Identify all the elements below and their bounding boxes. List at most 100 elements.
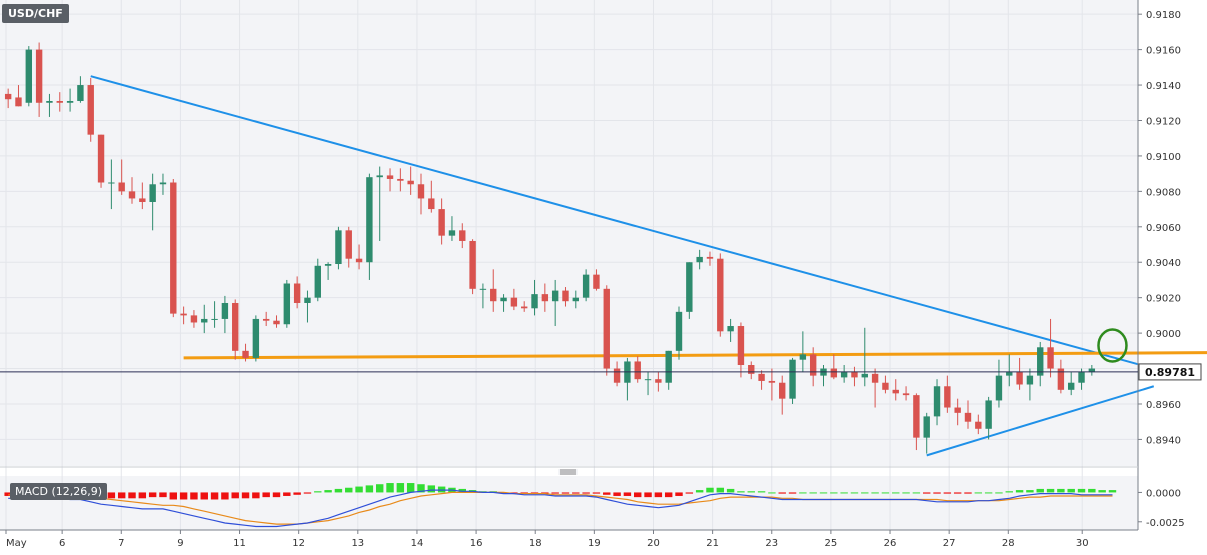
candle-body xyxy=(139,198,146,202)
candle-body xyxy=(562,290,569,302)
macd-histogram-bar xyxy=(252,492,260,499)
price-tick-label: 0.8940 xyxy=(1146,435,1181,446)
time-tick-label: 26 xyxy=(884,538,897,549)
candle-body xyxy=(520,306,528,309)
price-tick-label: 0.9020 xyxy=(1146,294,1181,305)
macd-histogram-bar xyxy=(1067,488,1075,493)
macd-series xyxy=(4,483,1117,528)
macd-histogram-bar xyxy=(1015,490,1024,493)
candle-body xyxy=(273,320,280,325)
candle-body xyxy=(923,416,930,438)
candle-body xyxy=(314,265,321,298)
candle-body xyxy=(696,256,703,263)
candle-body xyxy=(376,175,383,178)
candle-body xyxy=(293,283,301,303)
candle-body xyxy=(479,288,487,290)
macd-histogram-bar xyxy=(788,492,797,494)
macd-histogram-bar xyxy=(241,492,250,499)
resistance-trendline xyxy=(90,75,1155,370)
candle-body xyxy=(851,372,858,378)
pane-resize-handle[interactable] xyxy=(558,469,578,475)
macd-histogram-bar xyxy=(819,492,828,494)
candle-body xyxy=(1057,368,1065,390)
candle-body xyxy=(913,395,920,438)
candle-body xyxy=(964,412,972,422)
current-price-marker: 0.89781 xyxy=(0,363,1202,381)
macd-histogram-bar xyxy=(1057,488,1065,493)
candle-body xyxy=(933,386,941,417)
macd-histogram-bar xyxy=(892,492,900,494)
macd-histogram-bar xyxy=(303,492,312,494)
macd-tick-label: -0.0025 xyxy=(1146,518,1185,529)
candle-body xyxy=(490,288,497,302)
macd-histogram-bar xyxy=(953,492,962,494)
time-tick-label: 28 xyxy=(1002,538,1015,549)
price-axis[interactable]: 0.9180 0.9160 0.9140 0.9120 0.9100 0.9080 0.90… xyxy=(1138,10,1181,446)
macd-histogram-bar xyxy=(799,492,807,494)
macd-line xyxy=(8,489,1113,528)
candle-body xyxy=(871,373,879,383)
candle-body xyxy=(665,350,672,383)
candle-body xyxy=(1026,375,1034,385)
macd-histogram-bar xyxy=(1077,488,1086,493)
candle-body xyxy=(644,379,652,381)
macd-histogram-bar xyxy=(200,492,208,500)
candle-body xyxy=(840,372,848,378)
macd-axis[interactable]: 0.0000 -0.0025 xyxy=(1138,488,1185,529)
macd-histogram-bar xyxy=(375,484,384,493)
macd-histogram-bar xyxy=(984,492,993,494)
candle-body xyxy=(283,283,291,325)
price-tick-label: 0.9040 xyxy=(1146,258,1181,269)
macd-histogram-bar xyxy=(840,492,848,494)
symbol-label: USD/CHF xyxy=(2,4,69,23)
candle-body xyxy=(108,182,115,184)
candle-body xyxy=(386,175,394,179)
candle-body xyxy=(128,191,136,199)
grid-lines xyxy=(0,0,1138,530)
macd-histogram-bar xyxy=(365,485,374,493)
candle-body xyxy=(603,288,610,369)
candle-body xyxy=(717,258,724,332)
macd-histogram-bar xyxy=(231,492,239,499)
macd-histogram-bar xyxy=(314,491,322,493)
candle-body xyxy=(809,354,817,376)
time-tick-label: 30 xyxy=(1076,538,1089,549)
time-axis[interactable]: May 6 7 9 11 12 13 14 16 18 19 20 21 23 25 26 27 28 30 xyxy=(5,530,1089,549)
macd-histogram-bar xyxy=(922,492,931,494)
candle-body xyxy=(459,230,466,241)
candle-body xyxy=(613,368,621,383)
time-tick-label: 18 xyxy=(529,538,542,549)
macd-histogram-bar xyxy=(634,492,642,498)
macd-histogram-bar xyxy=(654,492,663,498)
macd-indicator-label[interactable]: MACD (12,26,9) xyxy=(10,483,108,500)
macd-histogram-bar xyxy=(809,492,817,494)
candle-body xyxy=(438,209,445,236)
macd-histogram-bar xyxy=(685,492,694,494)
candle-body xyxy=(882,382,889,390)
macd-histogram-bar xyxy=(417,484,425,493)
candle-body xyxy=(232,302,239,351)
candle-body xyxy=(572,297,580,302)
candle-body xyxy=(118,182,125,192)
macd-histogram-bar xyxy=(1088,488,1096,493)
candle-body xyxy=(428,198,435,210)
macd-histogram-bar xyxy=(221,492,229,500)
candle-body xyxy=(737,326,745,366)
macd-histogram-bar xyxy=(664,492,673,498)
candle-body xyxy=(541,294,549,302)
macd-histogram-bar xyxy=(386,483,394,493)
current-price-value: 0.89781 xyxy=(1145,366,1195,379)
macd-histogram-bar xyxy=(293,492,301,495)
candle-body xyxy=(407,180,414,185)
candle-body xyxy=(975,421,982,429)
time-tick-label: 13 xyxy=(351,538,364,549)
candle-body xyxy=(180,313,187,316)
candle-body xyxy=(190,315,198,323)
candle-body xyxy=(531,294,538,309)
highlight-circle-marker xyxy=(1097,328,1128,363)
macd-histogram-bar xyxy=(272,492,281,498)
macd-histogram-bar xyxy=(757,491,766,493)
candle-body xyxy=(221,302,229,319)
macd-histogram-bar xyxy=(1026,490,1034,493)
macd-histogram-bar xyxy=(1005,491,1013,493)
